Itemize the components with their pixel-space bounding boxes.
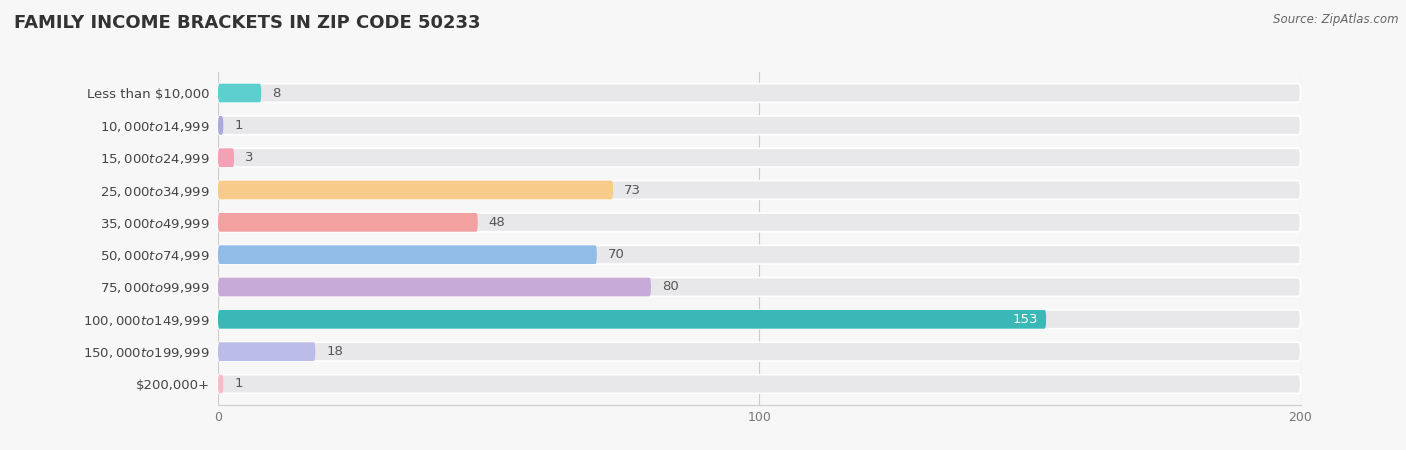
FancyBboxPatch shape bbox=[218, 84, 262, 103]
FancyBboxPatch shape bbox=[218, 342, 315, 361]
FancyBboxPatch shape bbox=[218, 213, 1301, 232]
FancyBboxPatch shape bbox=[218, 84, 1301, 103]
FancyBboxPatch shape bbox=[218, 148, 235, 167]
FancyBboxPatch shape bbox=[218, 278, 1301, 297]
FancyBboxPatch shape bbox=[218, 180, 613, 199]
FancyBboxPatch shape bbox=[218, 310, 1046, 328]
FancyBboxPatch shape bbox=[218, 310, 1301, 328]
FancyBboxPatch shape bbox=[218, 374, 1301, 393]
Text: 8: 8 bbox=[273, 86, 280, 99]
Text: FAMILY INCOME BRACKETS IN ZIP CODE 50233: FAMILY INCOME BRACKETS IN ZIP CODE 50233 bbox=[14, 14, 481, 32]
FancyBboxPatch shape bbox=[218, 245, 596, 264]
FancyBboxPatch shape bbox=[218, 342, 1301, 361]
Text: 48: 48 bbox=[489, 216, 505, 229]
Text: 3: 3 bbox=[245, 151, 253, 164]
FancyBboxPatch shape bbox=[218, 374, 224, 393]
FancyBboxPatch shape bbox=[218, 116, 224, 135]
Text: 73: 73 bbox=[624, 184, 641, 197]
Text: 1: 1 bbox=[235, 119, 243, 132]
Text: 1: 1 bbox=[235, 378, 243, 391]
FancyBboxPatch shape bbox=[218, 245, 1301, 264]
Text: 80: 80 bbox=[662, 280, 679, 293]
FancyBboxPatch shape bbox=[218, 180, 1301, 199]
Text: Source: ZipAtlas.com: Source: ZipAtlas.com bbox=[1274, 14, 1399, 27]
Text: 153: 153 bbox=[1012, 313, 1038, 326]
FancyBboxPatch shape bbox=[218, 278, 651, 297]
FancyBboxPatch shape bbox=[218, 213, 478, 232]
Text: 18: 18 bbox=[326, 345, 343, 358]
FancyBboxPatch shape bbox=[218, 116, 1301, 135]
Text: 70: 70 bbox=[607, 248, 624, 261]
FancyBboxPatch shape bbox=[218, 148, 1301, 167]
